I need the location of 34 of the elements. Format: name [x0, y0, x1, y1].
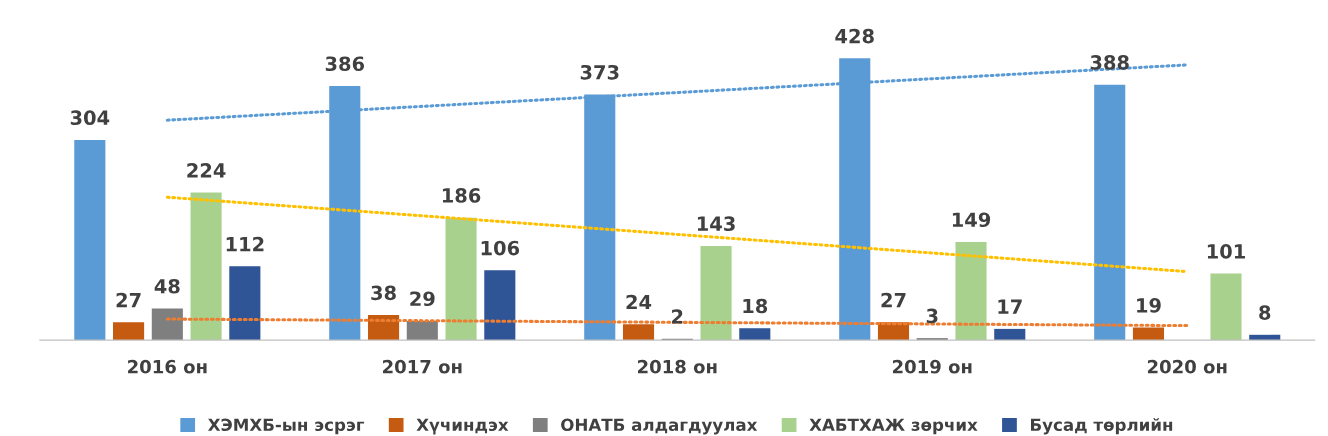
data-label: 149 [952, 212, 991, 228]
data-label: 186 [442, 188, 481, 203]
data-label: 17 [998, 299, 1022, 314]
data-label: 29 [410, 291, 435, 307]
data-label: 428 [835, 28, 874, 44]
data-label: 101 [1207, 244, 1245, 259]
data-label: 38 [371, 285, 396, 301]
x-tick-label: 2018 он [638, 359, 717, 374]
data-label: 27 [881, 292, 906, 308]
data-label: 106 [481, 240, 520, 256]
data-label: 18 [743, 298, 768, 314]
data-label: 143 [697, 216, 735, 232]
data-label: 2 [672, 309, 683, 324]
legend-label: Бусад төрлийн [1030, 418, 1173, 435]
data-label: 27 [116, 292, 141, 308]
x-tick-label: 2020 он [1147, 359, 1227, 374]
data-label: 8 [1259, 305, 1271, 320]
x-tick-label: 2016 он [128, 359, 207, 374]
data-label: 48 [154, 278, 180, 294]
data-label: 386 [325, 56, 365, 72]
data-label: 112 [226, 236, 264, 252]
x-tick-label: 2017 он [383, 359, 462, 374]
data-label: 388 [1090, 55, 1129, 70]
data-label: 373 [580, 64, 619, 80]
data-label: 3 [926, 308, 938, 324]
data-label: 224 [187, 163, 226, 178]
data-label: 24 [626, 294, 652, 310]
data-label: 304 [70, 110, 110, 126]
legend-label: ОНАТБ алдагдуулах [561, 418, 758, 435]
legend-label: ХАБТХАЖ зөрчих [809, 418, 978, 435]
x-tick-label: 2019 он [892, 359, 972, 374]
data-label: 19 [1137, 298, 1161, 313]
legend-label: Хүчиндэх [416, 418, 509, 435]
legend-label: ХЭМХБ-ын эсрэг [208, 418, 365, 435]
